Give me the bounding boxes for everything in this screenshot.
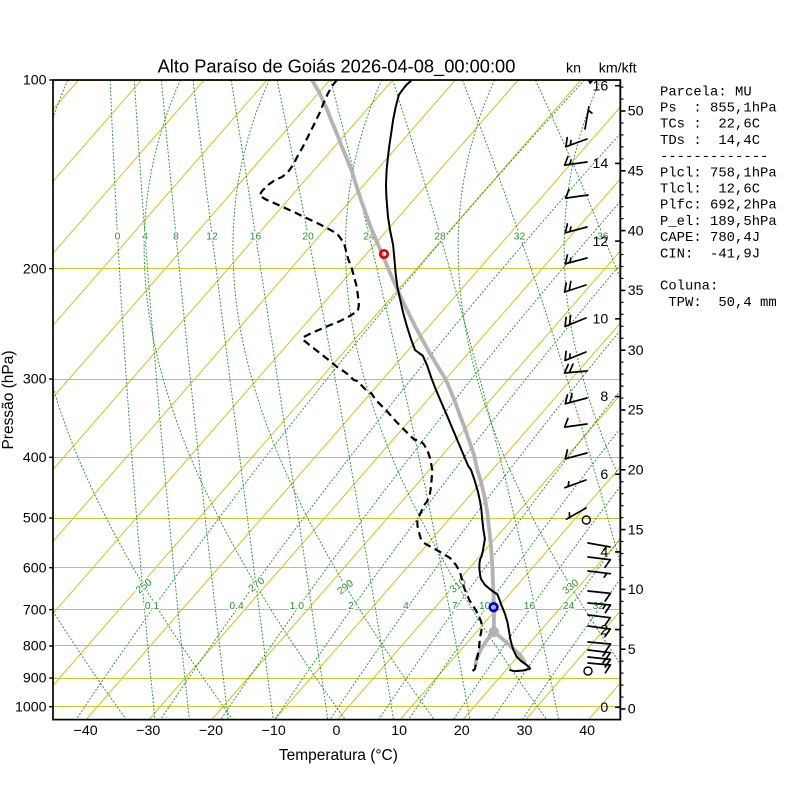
svg-text:600: 600 (23, 560, 47, 576)
svg-text:Plfc: 692,2hPa: Plfc: 692,2hPa (660, 198, 777, 214)
svg-text:Ps : 855,1hPa: Ps : 855,1hPa (660, 101, 777, 117)
svg-text:8: 8 (600, 389, 608, 405)
svg-text:5: 5 (628, 642, 636, 658)
svg-text:-------------: ------------- (660, 149, 768, 165)
svg-text:10: 10 (391, 723, 407, 739)
svg-text:4: 4 (403, 601, 409, 612)
svg-text:P_el: 189,5hPa: P_el: 189,5hPa (660, 214, 777, 230)
svg-text:Pressão (hPa): Pressão (hPa) (0, 350, 17, 449)
svg-text:25: 25 (628, 403, 644, 419)
svg-text:Plcl: 758,1hPa: Plcl: 758,1hPa (660, 165, 777, 181)
svg-text:30: 30 (628, 343, 644, 359)
svg-text:4: 4 (600, 545, 608, 561)
svg-text:40: 40 (579, 723, 595, 739)
svg-text:10: 10 (628, 582, 644, 598)
svg-text:800: 800 (23, 639, 47, 655)
svg-text:32: 32 (593, 601, 605, 612)
svg-text:14: 14 (593, 156, 609, 172)
svg-text:50: 50 (628, 104, 644, 120)
svg-text:12: 12 (593, 234, 609, 250)
svg-text:CIN: -41,9J: CIN: -41,9J (660, 246, 760, 262)
svg-text:Coluna:: Coluna: (660, 279, 718, 295)
svg-text:0: 0 (115, 232, 121, 243)
svg-text:100: 100 (23, 73, 47, 89)
svg-text:16: 16 (524, 601, 536, 612)
svg-text:16: 16 (250, 232, 262, 243)
svg-text:300: 300 (23, 372, 47, 388)
svg-text:24: 24 (563, 601, 575, 612)
svg-text:TDs : 14,4C: TDs : 14,4C (660, 133, 760, 149)
svg-text:10: 10 (593, 312, 609, 328)
svg-text:900: 900 (23, 671, 47, 687)
svg-text:1.0: 1.0 (290, 601, 305, 612)
svg-text:−30: −30 (136, 723, 160, 739)
svg-text:Tlcl: 12,6C: Tlcl: 12,6C (660, 182, 760, 198)
svg-text:12: 12 (206, 232, 218, 243)
svg-text:Temperatura (°C): Temperatura (°C) (279, 747, 398, 764)
svg-text:TPW: 50,4 mm: TPW: 50,4 mm (660, 295, 777, 311)
svg-text:8: 8 (173, 232, 179, 243)
svg-text:700: 700 (23, 602, 47, 618)
svg-text:TCs : 22,6C: TCs : 22,6C (660, 117, 760, 133)
svg-text:30: 30 (517, 723, 533, 739)
svg-text:200: 200 (23, 261, 47, 277)
svg-text:2: 2 (600, 622, 608, 638)
svg-text:0: 0 (628, 702, 636, 718)
svg-text:Parcela: MU: Parcela: MU (660, 84, 752, 100)
svg-text:20: 20 (454, 723, 470, 739)
svg-text:0.4: 0.4 (229, 601, 244, 612)
svg-text:32: 32 (514, 232, 526, 243)
svg-text:20: 20 (628, 463, 644, 479)
svg-text:0: 0 (332, 723, 340, 739)
svg-text:7: 7 (452, 601, 458, 612)
svg-text:kn: kn (566, 61, 581, 77)
svg-text:16: 16 (593, 78, 609, 94)
svg-text:4: 4 (142, 232, 148, 243)
svg-text:−40: −40 (74, 723, 98, 739)
svg-text:10: 10 (479, 601, 491, 612)
svg-text:15: 15 (628, 522, 644, 538)
svg-text:40: 40 (628, 223, 644, 239)
svg-text:−20: −20 (199, 723, 223, 739)
svg-text:km/kft: km/kft (599, 61, 637, 77)
svg-text:−10: −10 (262, 723, 286, 739)
svg-text:CAPE: 780,4J: CAPE: 780,4J (660, 230, 760, 246)
svg-text:36: 36 (597, 232, 609, 243)
svg-text:28: 28 (434, 232, 446, 243)
svg-text:45: 45 (628, 164, 644, 180)
svg-text:0.1: 0.1 (145, 601, 160, 612)
svg-text:6: 6 (600, 467, 608, 483)
svg-text:20: 20 (302, 232, 314, 243)
svg-text:0: 0 (600, 700, 608, 716)
svg-text:500: 500 (23, 511, 47, 527)
svg-text:400: 400 (23, 450, 47, 466)
svg-text:2: 2 (348, 601, 354, 612)
svg-text:35: 35 (628, 283, 644, 299)
svg-text:Alto Paraíso de Goiás 2026-04-: Alto Paraíso de Goiás 2026-04-08_00:00:0… (158, 56, 516, 78)
svg-text:1000: 1000 (15, 699, 47, 715)
